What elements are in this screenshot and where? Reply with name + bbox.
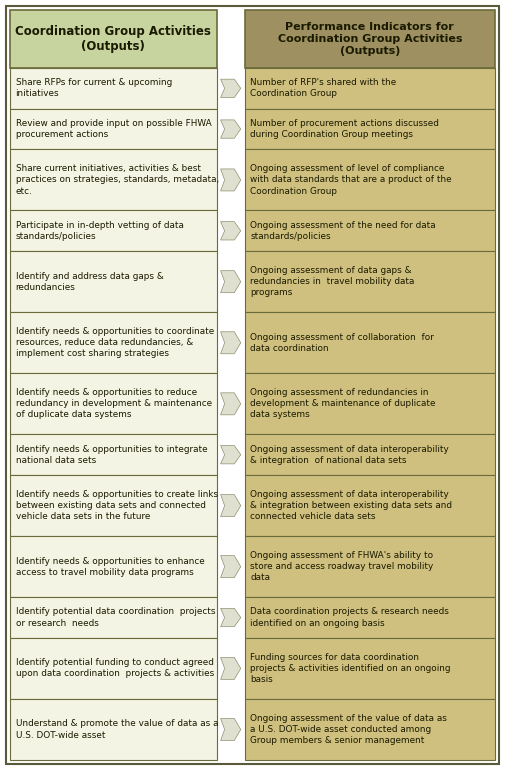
Text: Identify needs & opportunities to enhance
access to travel mobility data program: Identify needs & opportunities to enhanc… bbox=[16, 557, 204, 577]
Bar bbox=[10, 313, 217, 373]
Bar bbox=[245, 434, 495, 475]
Text: Share current initiatives, activities & best
practices on strategies, standards,: Share current initiatives, activities & … bbox=[16, 164, 219, 196]
Bar bbox=[10, 638, 217, 699]
Bar bbox=[10, 475, 217, 536]
Text: Ongoing assessment of redundancies in
development & maintenance of duplicate
dat: Ongoing assessment of redundancies in de… bbox=[250, 388, 436, 420]
Bar bbox=[10, 251, 217, 313]
Bar bbox=[245, 373, 495, 434]
Bar bbox=[245, 109, 495, 149]
Polygon shape bbox=[221, 556, 241, 578]
Bar bbox=[245, 68, 495, 109]
Text: Understand & promote the value of data as a
U.S. DOT-wide asset: Understand & promote the value of data a… bbox=[16, 719, 218, 739]
Polygon shape bbox=[221, 608, 241, 627]
Text: Identify and address data gaps &
redundancies: Identify and address data gaps & redunda… bbox=[16, 272, 163, 292]
Text: Funding sources for data coordination
projects & activities identified on an ong: Funding sources for data coordination pr… bbox=[250, 653, 450, 684]
Bar bbox=[10, 210, 217, 251]
Polygon shape bbox=[221, 393, 241, 415]
Bar bbox=[245, 313, 495, 373]
Polygon shape bbox=[221, 271, 241, 293]
Bar bbox=[245, 210, 495, 251]
Text: Ongoing assessment of the value of data as
a U.S. DOT-wide asset conducted among: Ongoing assessment of the value of data … bbox=[250, 714, 447, 745]
Bar bbox=[245, 536, 495, 598]
Text: Number of procurement actions discussed
during Coordination Group meetings: Number of procurement actions discussed … bbox=[250, 119, 439, 139]
Bar bbox=[245, 149, 495, 210]
Bar bbox=[245, 699, 495, 760]
Text: Identify potential data coordination  projects
or research  needs: Identify potential data coordination pro… bbox=[16, 608, 215, 628]
Polygon shape bbox=[221, 169, 241, 191]
Bar bbox=[245, 598, 495, 638]
Bar bbox=[10, 10, 217, 68]
Bar bbox=[10, 699, 217, 760]
Text: Ongoing assessment of data interoperability
& integration between existing data : Ongoing assessment of data interoperabil… bbox=[250, 490, 452, 521]
Bar bbox=[245, 475, 495, 536]
Bar bbox=[10, 109, 217, 149]
Text: Ongoing assessment of data gaps &
redundancies in  travel mobility data
programs: Ongoing assessment of data gaps & redund… bbox=[250, 266, 415, 297]
Polygon shape bbox=[221, 332, 241, 353]
Polygon shape bbox=[221, 446, 241, 464]
Bar bbox=[245, 638, 495, 699]
Bar bbox=[10, 598, 217, 638]
Polygon shape bbox=[221, 494, 241, 517]
Polygon shape bbox=[221, 718, 241, 741]
Polygon shape bbox=[221, 222, 241, 240]
Bar bbox=[10, 373, 217, 434]
Bar bbox=[10, 536, 217, 598]
Text: Identify needs & opportunities to coordinate
resources, reduce data redundancies: Identify needs & opportunities to coordi… bbox=[16, 327, 214, 358]
Text: Review and provide input on possible FHWA
procurement actions: Review and provide input on possible FHW… bbox=[16, 119, 211, 139]
Text: Identify needs & opportunities to integrate
national data sets: Identify needs & opportunities to integr… bbox=[16, 444, 207, 465]
Text: Ongoing assessment of FHWA's ability to
store and access roadway travel mobility: Ongoing assessment of FHWA's ability to … bbox=[250, 551, 433, 582]
Text: Ongoing assessment of level of compliance
with data standards that are a product: Ongoing assessment of level of complianc… bbox=[250, 164, 452, 196]
Text: Ongoing assessment of collaboration  for
data coordination: Ongoing assessment of collaboration for … bbox=[250, 333, 434, 353]
Text: Share RFPs for current & upcoming
initiatives: Share RFPs for current & upcoming initia… bbox=[16, 79, 172, 99]
Text: Coordination Group Activities
(Outputs): Coordination Group Activities (Outputs) bbox=[15, 25, 211, 53]
Text: Data coordination projects & research needs
identified on an ongoing basis: Data coordination projects & research ne… bbox=[250, 608, 449, 628]
Polygon shape bbox=[221, 658, 241, 679]
Text: Identify needs & opportunities to create links
between existing data sets and co: Identify needs & opportunities to create… bbox=[16, 490, 218, 521]
Text: Identify needs & opportunities to reduce
redundancy in development & maintenance: Identify needs & opportunities to reduce… bbox=[16, 388, 212, 420]
Bar bbox=[245, 251, 495, 313]
Text: Identify potential funding to conduct agreed
upon data coordination  projects & : Identify potential funding to conduct ag… bbox=[16, 658, 214, 678]
Bar bbox=[10, 149, 217, 210]
Text: Ongoing assessment of the need for data
standards/policies: Ongoing assessment of the need for data … bbox=[250, 221, 436, 241]
Text: Number of RFP's shared with the
Coordination Group: Number of RFP's shared with the Coordina… bbox=[250, 79, 396, 99]
Text: Ongoing assessment of data interoperability
& integration  of national data sets: Ongoing assessment of data interoperabil… bbox=[250, 444, 449, 465]
Polygon shape bbox=[221, 120, 241, 139]
Bar bbox=[245, 10, 495, 68]
Bar bbox=[10, 434, 217, 475]
Text: Performance Indicators for
Coordination Group Activities
(Outputs): Performance Indicators for Coordination … bbox=[278, 22, 462, 55]
Bar bbox=[10, 68, 217, 109]
Polygon shape bbox=[221, 79, 241, 98]
Text: Participate in in-depth vetting of data
standards/policies: Participate in in-depth vetting of data … bbox=[16, 221, 183, 241]
